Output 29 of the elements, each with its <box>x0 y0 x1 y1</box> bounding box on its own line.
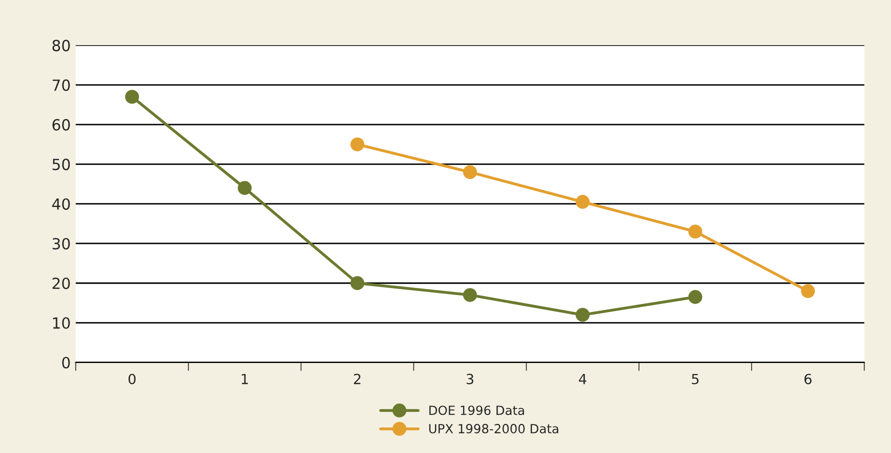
x-tick-label: 3 <box>466 374 474 384</box>
y-tick-label: 30 <box>52 238 70 250</box>
point <box>576 308 590 322</box>
point <box>688 224 702 239</box>
y-tick-label: 40 <box>52 198 70 210</box>
point <box>463 288 477 302</box>
point <box>688 290 702 304</box>
y-tick-label: 10 <box>53 317 70 329</box>
y-tick-label: 70 <box>52 79 70 91</box>
y-tick-label: 20 <box>52 278 70 290</box>
x-tick-label: 6 <box>804 374 812 384</box>
y-tick-label: 0 <box>62 356 70 368</box>
point <box>801 284 815 298</box>
point <box>350 137 364 152</box>
point <box>463 165 477 180</box>
y-tick-label: 60 <box>52 119 70 131</box>
y-tick-label: 80 <box>52 40 70 52</box>
point <box>125 90 140 104</box>
x-tick-label: 5 <box>692 374 699 384</box>
x-tick-label: 4 <box>578 374 586 384</box>
point <box>576 194 590 209</box>
x-tick-label: 0 <box>128 374 136 384</box>
x-tick-label: 2 <box>354 374 360 384</box>
point <box>350 276 364 290</box>
x-tick-label: 1 <box>242 374 248 384</box>
point <box>238 181 252 195</box>
legend-label: DOE 1996 Data <box>429 406 524 416</box>
y-tick-label: 50 <box>52 158 70 170</box>
legend-label: UPX 1998-2000 Data <box>429 424 558 434</box>
